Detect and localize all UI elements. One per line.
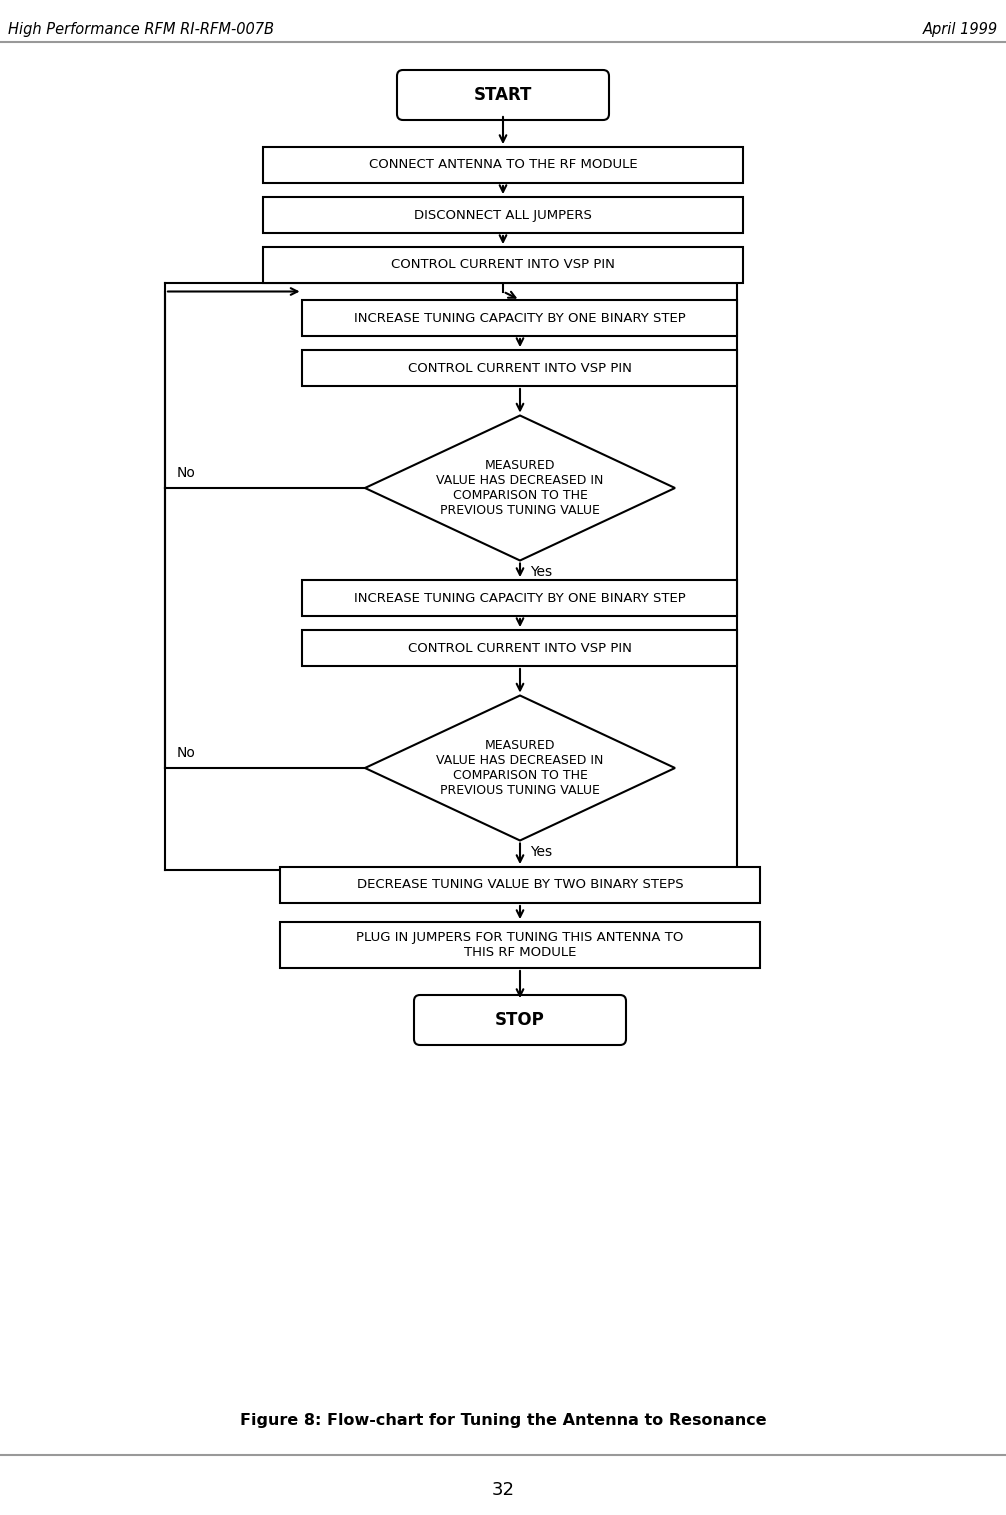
- FancyBboxPatch shape: [397, 70, 609, 120]
- Text: MEASURED
VALUE HAS DECREASED IN
COMPARISON TO THE
PREVIOUS TUNING VALUE: MEASURED VALUE HAS DECREASED IN COMPARIS…: [437, 459, 604, 517]
- Text: Yes: Yes: [530, 565, 552, 580]
- Polygon shape: [365, 695, 675, 841]
- Text: High Performance RFM RI-RFM-007B: High Performance RFM RI-RFM-007B: [8, 23, 274, 36]
- Text: No: No: [177, 467, 196, 480]
- Polygon shape: [365, 415, 675, 561]
- Bar: [263, 247, 743, 283]
- Text: Yes: Yes: [530, 845, 552, 859]
- Bar: [263, 147, 743, 183]
- Text: INCREASE TUNING CAPACITY BY ONE BINARY STEP: INCREASE TUNING CAPACITY BY ONE BINARY S…: [354, 312, 686, 324]
- Bar: [303, 350, 737, 386]
- Text: MEASURED
VALUE HAS DECREASED IN
COMPARISON TO THE
PREVIOUS TUNING VALUE: MEASURED VALUE HAS DECREASED IN COMPARIS…: [437, 739, 604, 797]
- Text: CONNECT ANTENNA TO THE RF MODULE: CONNECT ANTENNA TO THE RF MODULE: [368, 159, 638, 171]
- Bar: [303, 630, 737, 667]
- Bar: [303, 300, 737, 336]
- Text: Figure 8: Flow-chart for Tuning the Antenna to Resonance: Figure 8: Flow-chart for Tuning the Ante…: [239, 1412, 767, 1427]
- Text: STOP: STOP: [495, 1011, 545, 1029]
- Bar: [280, 867, 760, 903]
- FancyBboxPatch shape: [414, 995, 626, 1045]
- Text: April 1999: April 1999: [923, 23, 998, 36]
- Text: CONTROL CURRENT INTO VSP PIN: CONTROL CURRENT INTO VSP PIN: [391, 259, 615, 271]
- Text: No: No: [177, 745, 196, 761]
- Bar: [263, 197, 743, 233]
- Text: CONTROL CURRENT INTO VSP PIN: CONTROL CURRENT INTO VSP PIN: [408, 362, 632, 374]
- Bar: [303, 580, 737, 617]
- Bar: [280, 923, 760, 968]
- Text: CONTROL CURRENT INTO VSP PIN: CONTROL CURRENT INTO VSP PIN: [408, 641, 632, 654]
- Text: DECREASE TUNING VALUE BY TWO BINARY STEPS: DECREASE TUNING VALUE BY TWO BINARY STEP…: [357, 879, 683, 891]
- Text: PLUG IN JUMPERS FOR TUNING THIS ANTENNA TO
THIS RF MODULE: PLUG IN JUMPERS FOR TUNING THIS ANTENNA …: [356, 932, 684, 959]
- Text: INCREASE TUNING CAPACITY BY ONE BINARY STEP: INCREASE TUNING CAPACITY BY ONE BINARY S…: [354, 591, 686, 604]
- Text: DISCONNECT ALL JUMPERS: DISCONNECT ALL JUMPERS: [414, 209, 592, 221]
- Text: START: START: [474, 86, 532, 105]
- Text: 32: 32: [492, 1482, 514, 1498]
